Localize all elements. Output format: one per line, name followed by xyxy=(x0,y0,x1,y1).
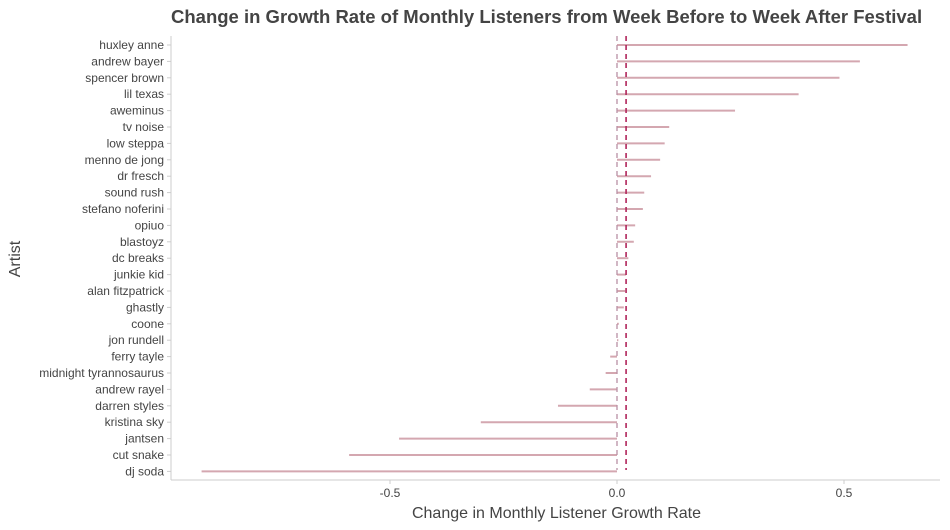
x-tick-label: 0.0 xyxy=(609,486,626,500)
y-tick-label: jantsen xyxy=(124,432,164,446)
y-tick-label: spencer brown xyxy=(85,71,164,85)
y-tick-label: sound rush xyxy=(105,186,164,200)
y-tick-label: andrew bayer xyxy=(91,54,164,68)
y-tick-label: ghastly xyxy=(126,300,164,314)
y-tick-label: darren styles xyxy=(95,399,164,413)
y-tick-label: kristina sky xyxy=(105,415,164,429)
y-tick-label: alan fitzpatrick xyxy=(87,284,165,298)
y-tick-label: junkie kid xyxy=(113,268,164,282)
chart-title: Change in Growth Rate of Monthly Listene… xyxy=(171,6,923,27)
y-tick-label: low steppa xyxy=(107,136,165,150)
y-tick-label: ferry tayle xyxy=(111,350,164,364)
y-tick-label: lil texas xyxy=(124,87,164,101)
y-tick-label: dc breaks xyxy=(112,251,164,265)
y-tick-label: dr fresch xyxy=(117,169,164,183)
y-tick-label: stefano noferini xyxy=(82,202,164,216)
y-tick-label: menno de jong xyxy=(85,153,164,167)
y-tick-label: cut snake xyxy=(113,448,165,462)
y-tick-label: aweminus xyxy=(110,104,164,118)
y-tick-label: tv noise xyxy=(123,120,165,134)
y-tick-label: coone xyxy=(131,317,164,331)
y-tick-label: andrew rayel xyxy=(95,382,164,396)
y-tick-label: midnight tyrannosaurus xyxy=(39,366,164,380)
x-tick-label: 0.5 xyxy=(836,486,853,500)
y-tick-label: dj soda xyxy=(125,464,164,478)
x-tick-label: -0.5 xyxy=(380,486,401,500)
y-tick-label: opiuo xyxy=(135,218,165,232)
x-axis-title: Change in Monthly Listener Growth Rate xyxy=(411,505,702,522)
y-tick-label: huxley anne xyxy=(99,38,164,52)
y-tick-label: jon rundell xyxy=(108,333,164,347)
y-tick-label: blastoyz xyxy=(120,235,164,249)
